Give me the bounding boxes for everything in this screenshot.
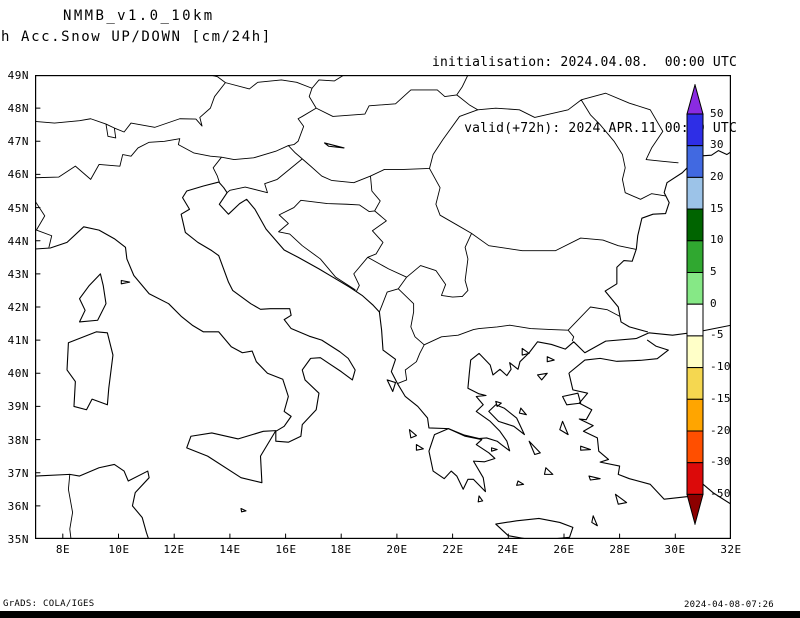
colorbar-label: 30 (710, 138, 724, 151)
colorbar-band (686, 272, 704, 305)
grads-credit: GrADS: COLA/IGES (3, 599, 95, 609)
lon-tick-label: 24E (497, 543, 519, 556)
colorbar-label: -50 (710, 487, 731, 500)
lat-tick-label: 38N (7, 434, 29, 447)
coastline-euboea (489, 405, 525, 435)
colorbar-band (686, 367, 704, 400)
init-time-label: initialisation: 2024.04.08. 00:00 UTC (431, 55, 737, 70)
lat-tick-label: 45N (7, 202, 29, 215)
lat-tick-label: 43N (7, 268, 29, 281)
colorbar-band (686, 303, 704, 337)
coastline-aegean-islands-and-lakes (121, 143, 626, 526)
colorbar-label: 0 (710, 297, 717, 310)
colorbar-label: -30 (710, 455, 731, 468)
lon-tick-label: 20E (386, 543, 408, 556)
borders-eastern-balkans (68, 93, 678, 539)
coastline-sardinia (67, 332, 113, 410)
colorbar-band (686, 208, 704, 242)
colorbar-scale (686, 84, 704, 525)
colorbar-label: -15 (710, 392, 731, 405)
lon-tick-label: 28E (609, 543, 631, 556)
colorbar-band (686, 240, 704, 274)
colorbar-label: 50 (710, 107, 724, 120)
lon-tick-label: 32E (720, 543, 742, 556)
map-canvas (35, 75, 731, 539)
colorbar-label: 10 (710, 233, 724, 246)
lat-tick-label: 47N (7, 135, 29, 148)
colorbar-label: -20 (710, 424, 731, 437)
lon-tick-label: 18E (330, 543, 352, 556)
latitude-axis: 49N 48N 47N 46N 45N 44N 43N 42N 41N 40N … (0, 69, 32, 546)
coastline-turkey-aegean-mediterranean (569, 373, 731, 504)
creation-timestamp: 2024-04-08-07:26 (684, 600, 774, 610)
colorbar-arrow-bottom (686, 493, 704, 525)
coastline-marmara-south (570, 340, 669, 372)
colorbar-band (686, 176, 704, 210)
coastline-corsica (80, 274, 106, 322)
lon-tick-label: 14E (219, 543, 241, 556)
lat-tick-label: 42N (7, 301, 29, 314)
lon-tick-label: 12E (163, 543, 185, 556)
lat-tick-label: 41N (7, 334, 29, 347)
coastline-sicily (187, 431, 276, 483)
lon-tick-label: 26E (553, 543, 575, 556)
lon-tick-label: 16E (275, 543, 297, 556)
product-title: h Acc.Snow UP/DOWN [cm/24h] (1, 29, 272, 45)
coastline-crete (496, 518, 573, 539)
colorbar-label: 5 (710, 265, 717, 278)
lon-tick-label: 30E (664, 543, 686, 556)
colorbar-band (686, 430, 704, 464)
lat-tick-label: 46N (7, 168, 29, 181)
borders-alpine (35, 75, 344, 247)
colorbar-band (686, 462, 704, 495)
coastline-peloponnese (429, 429, 495, 492)
longitude-axis: 8E 10E 12E 14E 16E 18E 20E 22E 24E 26E 2… (35, 543, 741, 559)
lat-tick-label: 44N (7, 235, 29, 248)
colorbar: 50 30 20 15 10 5 0 -5 -10 -15 -20 -30 -5… (686, 84, 736, 530)
coastline-tunisia (35, 464, 246, 539)
lat-tick-label: 48N (7, 102, 29, 115)
lat-tick-label: 37N (7, 467, 29, 480)
map-frame (35, 75, 731, 539)
colorbar-band (686, 113, 704, 147)
colorbar-band (686, 398, 704, 432)
colorbar-label: 15 (710, 202, 724, 215)
colorbar-band (686, 335, 704, 369)
borders-central-balkans (227, 75, 478, 345)
lat-tick-label: 36N (7, 500, 29, 513)
lon-tick-label: 22E (442, 543, 464, 556)
lat-axis-ticks (35, 108, 40, 506)
lat-tick-label: 35N (7, 533, 29, 546)
bottom-bar (0, 611, 800, 618)
lat-tick-label: 49N (7, 69, 29, 82)
lon-tick-label: 8E (55, 543, 71, 556)
lon-axis-ticks (63, 534, 731, 539)
model-title: NMMB_v1.0_10km (63, 8, 215, 24)
colorbar-arrow-top (686, 84, 704, 115)
lon-tick-label: 10E (108, 543, 130, 556)
lat-tick-label: 39N (7, 400, 29, 413)
coastline-italy-adriatic-greece-blacksea (35, 182, 731, 451)
colorbar-band (686, 145, 704, 178)
colorbar-label: -10 (710, 360, 731, 373)
lat-tick-label: 40N (7, 367, 29, 380)
colorbar-label: -5 (710, 328, 724, 341)
colorbar-label: 20 (710, 170, 724, 183)
